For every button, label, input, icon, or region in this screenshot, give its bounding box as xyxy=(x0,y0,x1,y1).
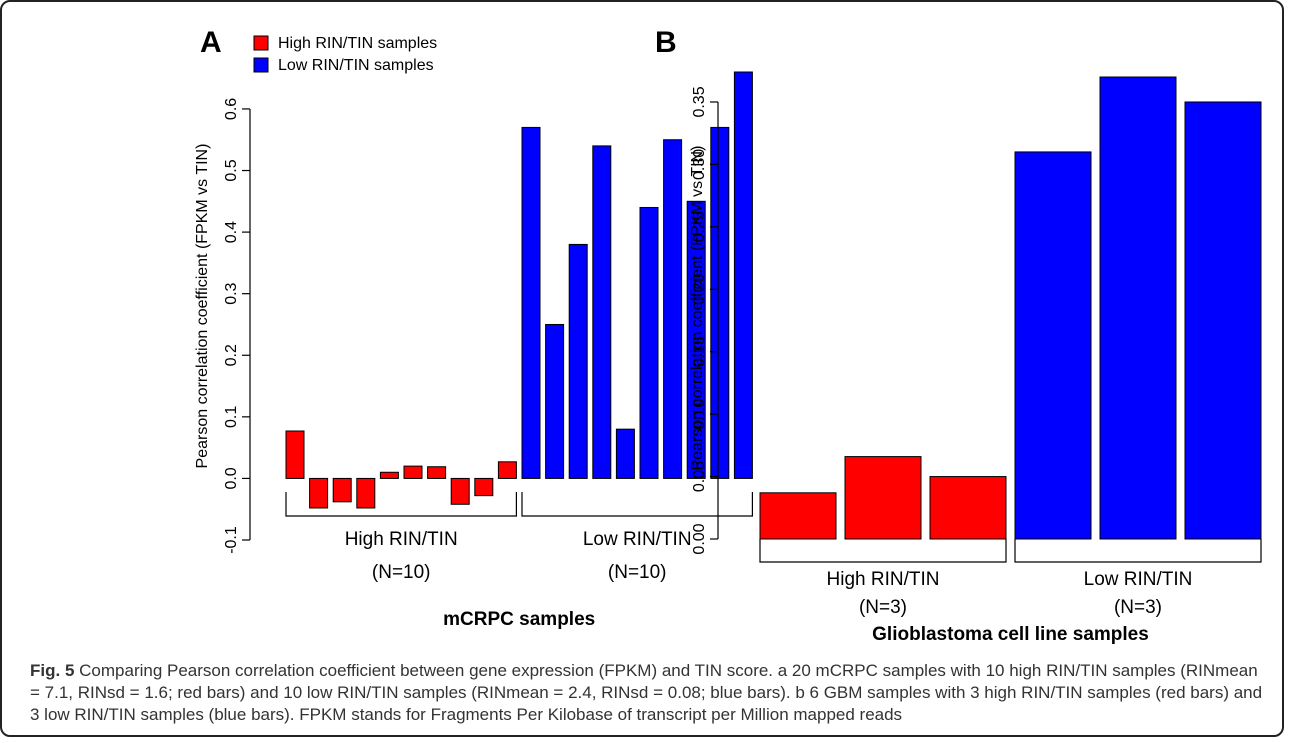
panel-a-legend-swatch xyxy=(253,35,269,51)
panel-a-y-label: Pearson correlation coefficient (FPKM vs… xyxy=(194,144,211,469)
panel-b-y-tick-label: 0.30 xyxy=(691,149,708,180)
panel-a-bar xyxy=(663,139,683,479)
panel-a-y-tick-label: -0.1 xyxy=(223,526,240,554)
panel-b-y-tick-label: 0.20 xyxy=(691,274,708,305)
panel-a-bar xyxy=(332,477,352,503)
panel-b-y-tick-label: 0.15 xyxy=(691,336,708,367)
caption-label: Fig. 5 xyxy=(30,661,75,680)
panel-a-y-tick-label: 0.1 xyxy=(223,406,240,428)
panel-b-bar xyxy=(1014,151,1092,540)
panel-a-bar xyxy=(639,206,659,479)
panel-a-y-tick-label: 0.4 xyxy=(223,221,240,243)
panel-a-legend-label: High RIN/TIN samples xyxy=(278,35,437,52)
panel-a-group-label: High RIN/TIN xyxy=(345,529,458,550)
panel-a-group-n: (N=10) xyxy=(372,562,431,583)
panel-a-group-n: (N=10) xyxy=(608,562,667,583)
panel-a-group-bracket xyxy=(285,492,517,517)
panel-a-bar xyxy=(474,477,494,497)
panel-a-bar xyxy=(686,200,706,479)
panel-a-bar xyxy=(497,461,517,479)
panel-a-group-bracket xyxy=(521,492,753,517)
panel-b-bar xyxy=(759,492,837,540)
panel-a-y-tick-label: 0.3 xyxy=(223,282,240,304)
panel-b-y-label: Pearson correlation coefficient (FPKM vs… xyxy=(689,146,706,471)
panel-a-bar xyxy=(309,477,329,509)
panel-a-bar xyxy=(285,430,305,479)
panel-a-bar xyxy=(403,465,423,479)
panel-a-bar xyxy=(427,466,447,479)
panel-b-bar xyxy=(929,476,1007,540)
figure-canvas: A -0.1 0.0 0.1 0.2 0.3 0.4 0.5 0.6 Pearson correl… xyxy=(194,26,1262,645)
panel-a-y-tick-label: 0.2 xyxy=(223,344,240,366)
panel-a-bar xyxy=(521,126,541,479)
panel-b-y-tick-label: 0.10 xyxy=(691,398,708,429)
panel-a-bar xyxy=(450,477,470,505)
panel-a-bar xyxy=(356,477,376,509)
panel-a-bar xyxy=(710,126,730,479)
panel-a-legend-label: Low RIN/TIN samples xyxy=(278,57,434,74)
panel-b-group-label: High RIN/TIN xyxy=(827,569,940,590)
panel-a-legend-swatch xyxy=(253,57,269,73)
panel-a-bar xyxy=(545,323,565,479)
panel-b-x-label: Glioblastoma cell line samples xyxy=(872,624,1149,645)
panel-a-bar xyxy=(592,145,612,479)
panel-b-letter: B xyxy=(655,26,677,59)
panel-a-bar xyxy=(733,71,753,479)
panel-b-group-n: (N=3) xyxy=(1114,597,1162,618)
panel-b-bar xyxy=(1184,101,1262,540)
panel-b-bar xyxy=(844,456,922,540)
panel-b-group-n: (N=3) xyxy=(859,597,907,618)
panel-b-group-bracket xyxy=(1014,539,1262,563)
panel-b-y-tick-label: 0.25 xyxy=(691,211,708,242)
panel-a-bar xyxy=(615,428,635,479)
figure-caption: Fig. 5 Comparing Pearson correlation coe… xyxy=(30,660,1265,726)
panel-a-bar xyxy=(379,471,399,479)
panel-a-group-label: Low RIN/TIN xyxy=(583,529,692,550)
panel-b-bar xyxy=(1099,76,1177,540)
panel-a-y-tick-label: 0.6 xyxy=(223,98,240,120)
panel-a-y-tick-label: 0.5 xyxy=(223,159,240,181)
panel-b-y-tick-label: 0.35 xyxy=(691,86,708,117)
panel-a-bar xyxy=(568,243,588,479)
panel-a-letter: A xyxy=(200,26,222,59)
panel-b-group-bracket xyxy=(759,539,1007,563)
panel-a-x-label: mCRPC samples xyxy=(443,609,595,630)
caption-text: Comparing Pearson correlation coefficien… xyxy=(30,661,1263,724)
panel-b-y-tick-label: 0.05 xyxy=(691,461,708,492)
panel-b-y-tick-label: 0.00 xyxy=(691,523,708,554)
panel-a-y-tick-label: 0.0 xyxy=(223,467,240,489)
panel-b-group-label: Low RIN/TIN xyxy=(1084,569,1193,590)
